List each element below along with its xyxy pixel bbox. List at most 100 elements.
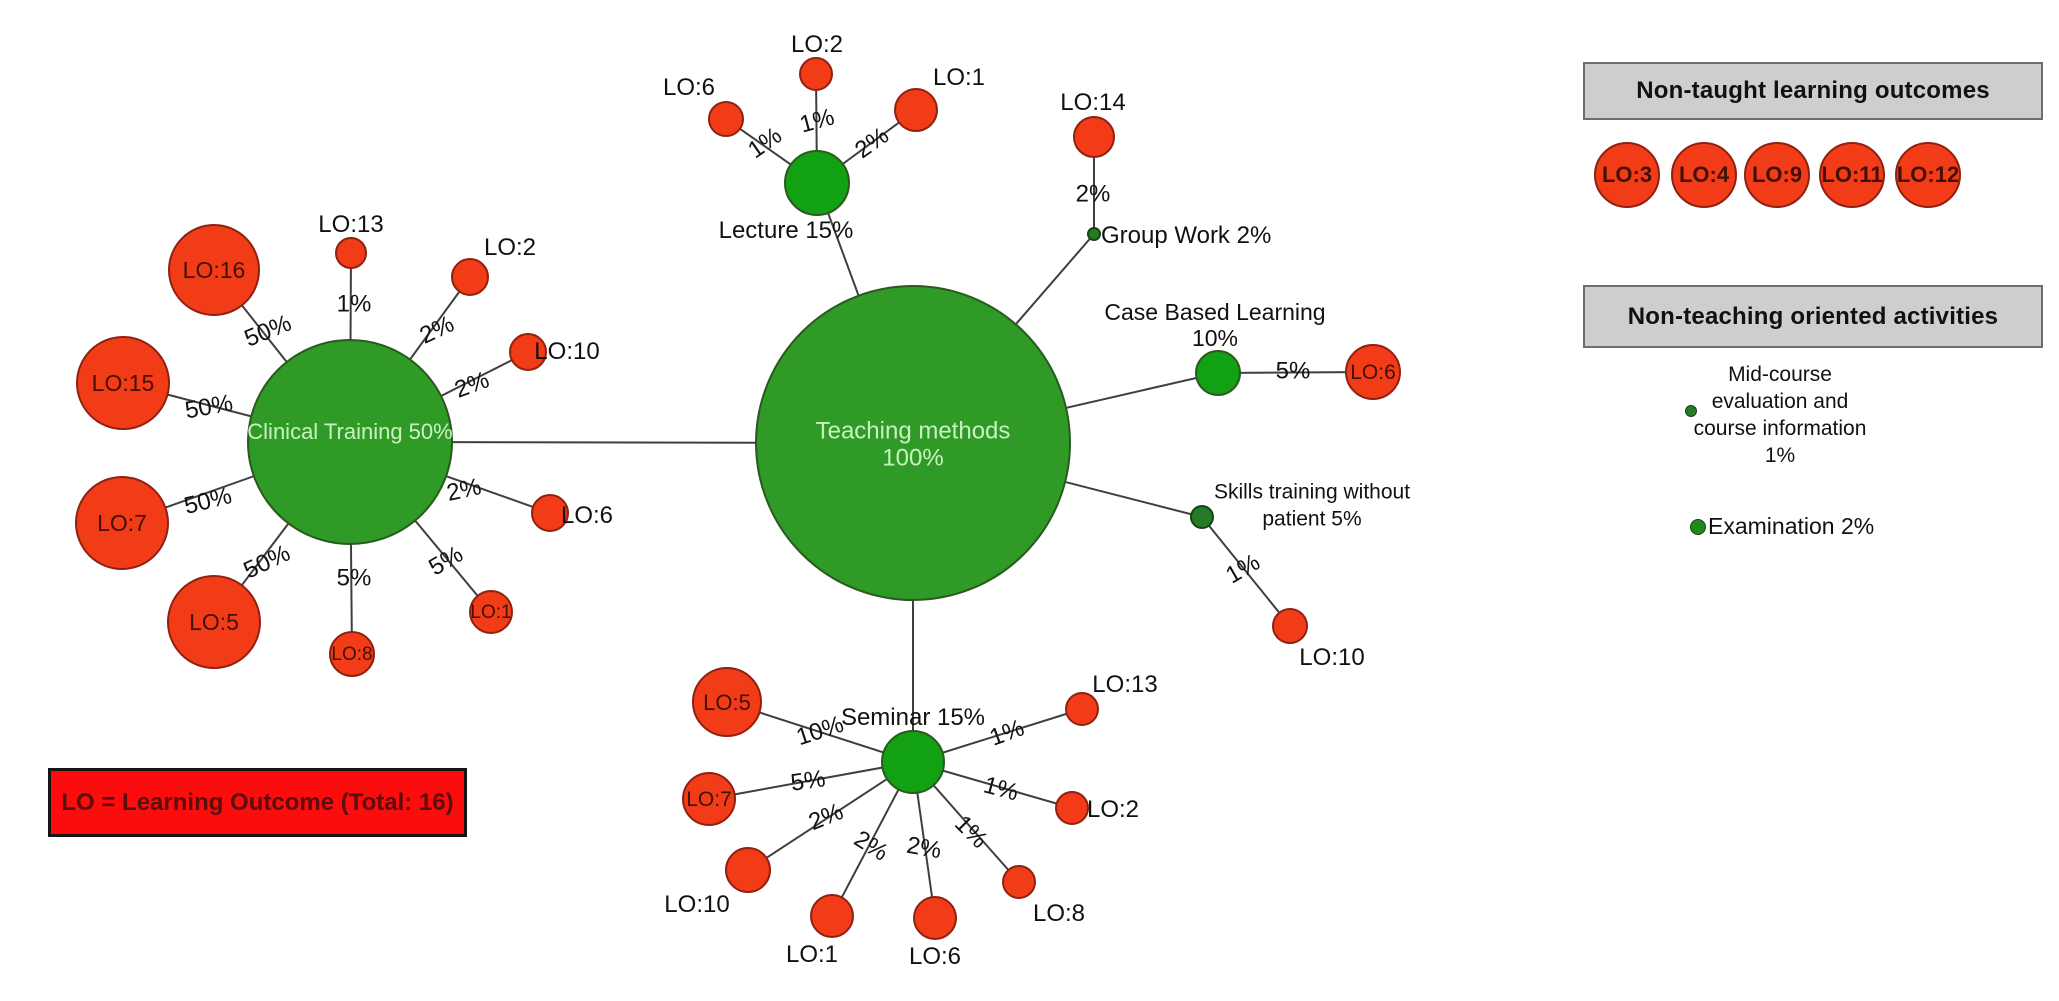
- node-g14: [1073, 116, 1115, 158]
- legend-lo-circle: LO:9: [1744, 142, 1810, 208]
- node-label-c8: LO:8: [331, 644, 372, 665]
- node-label-se10: LO:10: [664, 891, 729, 918]
- edge-label-clinical-c16: 50%: [241, 309, 296, 352]
- node-se7: [682, 772, 736, 826]
- edge-label-clinical-c7: 50%: [181, 482, 234, 520]
- edge-label-groupwork-g14: 2%: [1076, 181, 1111, 208]
- node-se1: [810, 894, 854, 938]
- node-label-s10: LO:10: [1299, 644, 1364, 671]
- legend-lo-circle: LO:3: [1594, 142, 1660, 208]
- node-c1: [469, 590, 513, 634]
- edge-label-clinical-c6: 2%: [444, 473, 484, 507]
- node-s10: [1272, 608, 1308, 644]
- node-se10: [725, 847, 771, 893]
- node-label-c7: LO:7: [97, 510, 147, 536]
- examination-label: Examination 2%: [1708, 513, 1875, 539]
- node-se8: [1002, 865, 1036, 899]
- edge-label-seminar-se5: 10%: [793, 711, 847, 752]
- node-seminar: [881, 730, 945, 794]
- node-teaching: [755, 285, 1071, 601]
- node-label-se5: LO:5: [703, 690, 751, 715]
- edge-label-casebased-cb6: 5%: [1276, 358, 1311, 385]
- node-label-g14: LO:14: [1060, 89, 1125, 116]
- node-label-c13: LO:13: [318, 211, 383, 238]
- node-c8: [329, 631, 375, 677]
- node-label-c10: LO:10: [534, 338, 599, 365]
- edge-label-lecture-l1: 2%: [850, 122, 894, 164]
- edge-label-clinical-c15: 50%: [183, 390, 235, 425]
- node-se5: [692, 667, 762, 737]
- edge-label-skills-s10: 1%: [1221, 549, 1265, 590]
- edge-label-clinical-c5: 50%: [240, 540, 295, 585]
- node-label-se7: LO:7: [686, 788, 732, 811]
- examination-dot-icon: [1690, 518, 1706, 535]
- edge-label-clinical-c13: 1%: [337, 291, 372, 318]
- node-label-se13: LO:13: [1092, 671, 1157, 698]
- edge-seminar-se7: [708, 761, 914, 800]
- node-c5: [167, 575, 261, 669]
- node-label-groupwork: Group Work 2%: [1101, 222, 1271, 249]
- node-c13: [335, 237, 367, 269]
- node-se13: [1065, 692, 1099, 726]
- legend-lo-circle: LO:11: [1819, 142, 1885, 208]
- node-label-clinical: Clinical Training 50%: [247, 419, 452, 444]
- node-label-l1: LO:1: [933, 64, 985, 91]
- node-clinical: [247, 339, 453, 545]
- node-label-casebased: Case Based Learning 10%: [1104, 299, 1325, 351]
- node-l6: [708, 101, 744, 137]
- node-label-c5: LO:5: [189, 609, 239, 635]
- node-label-c2: LO:2: [484, 234, 536, 261]
- edge-skills-s10: [1201, 516, 1291, 627]
- midcourse-dot-icon: [1685, 405, 1697, 417]
- legend-item-midcourse: Mid-course evaluation and course informa…: [1655, 361, 1905, 469]
- node-l1: [894, 88, 938, 132]
- node-skills: [1190, 505, 1214, 529]
- edge-label-seminar-se7: 5%: [789, 765, 827, 797]
- node-label-se2: LO:2: [1087, 796, 1139, 823]
- node-label-skills: Skills training without patient 5%: [1214, 480, 1410, 530]
- edge-label-seminar-se2: 1%: [981, 771, 1021, 806]
- midcourse-line: Mid-course: [1728, 363, 1832, 386]
- node-label-se8: LO:8: [1033, 900, 1085, 927]
- node-casebased: [1195, 350, 1241, 396]
- node-label-c1: LO:1: [470, 602, 511, 623]
- node-c16: [168, 224, 260, 316]
- node-groupwork: [1087, 227, 1101, 241]
- node-c7: [75, 476, 169, 570]
- node-l2: [799, 57, 833, 91]
- node-c10: [509, 333, 547, 371]
- edge-label-lecture-l2: 1%: [797, 103, 837, 138]
- edge-label-clinical-c8: 5%: [337, 565, 372, 592]
- node-c6: [531, 494, 569, 532]
- edge-label-seminar-se10: 2%: [805, 798, 847, 836]
- node-label-c15: LO:15: [92, 370, 155, 396]
- node-label-teaching: Teaching methods 100%: [816, 417, 1011, 471]
- node-label-c16: LO:16: [183, 257, 246, 283]
- edge-label-seminar-se8: 1%: [949, 810, 993, 854]
- node-label-l6: LO:6: [663, 74, 715, 101]
- edge-label-seminar-se13: 1%: [986, 714, 1028, 751]
- midcourse-line: course information: [1693, 417, 1867, 440]
- legend-non-teaching-title: Non-teaching oriented activities: [1627, 302, 1999, 330]
- midcourse-line: 1%: [1764, 444, 1796, 467]
- node-label-c6: LO:6: [561, 502, 613, 529]
- edge-label-seminar-se1: 2%: [849, 825, 893, 866]
- edge-label-seminar-se6: 2%: [905, 832, 944, 865]
- lo-note-text: LO = Learning Outcome (Total: 16): [61, 788, 454, 816]
- node-label-se6: LO:6: [909, 943, 961, 970]
- node-c15: [76, 336, 170, 430]
- lo-note-box: LO = Learning Outcome (Total: 16): [48, 768, 467, 837]
- node-label-seminar: Seminar 15%: [841, 704, 985, 731]
- node-label-cb6: LO:6: [1350, 361, 1396, 384]
- node-se2: [1055, 791, 1089, 825]
- midcourse-line: evaluation and: [1711, 390, 1849, 413]
- node-label-se1: LO:1: [786, 941, 838, 968]
- legend-non-taught-title: Non-taught learning outcomes: [1636, 77, 1990, 104]
- legend-item-examination: Examination 2%: [1690, 513, 1874, 540]
- node-label-l2: LO:2: [791, 31, 843, 58]
- node-c2: [451, 258, 489, 296]
- node-cb6: [1345, 344, 1401, 400]
- legend-non-teaching-header: Non-teaching oriented activities: [1583, 285, 2043, 348]
